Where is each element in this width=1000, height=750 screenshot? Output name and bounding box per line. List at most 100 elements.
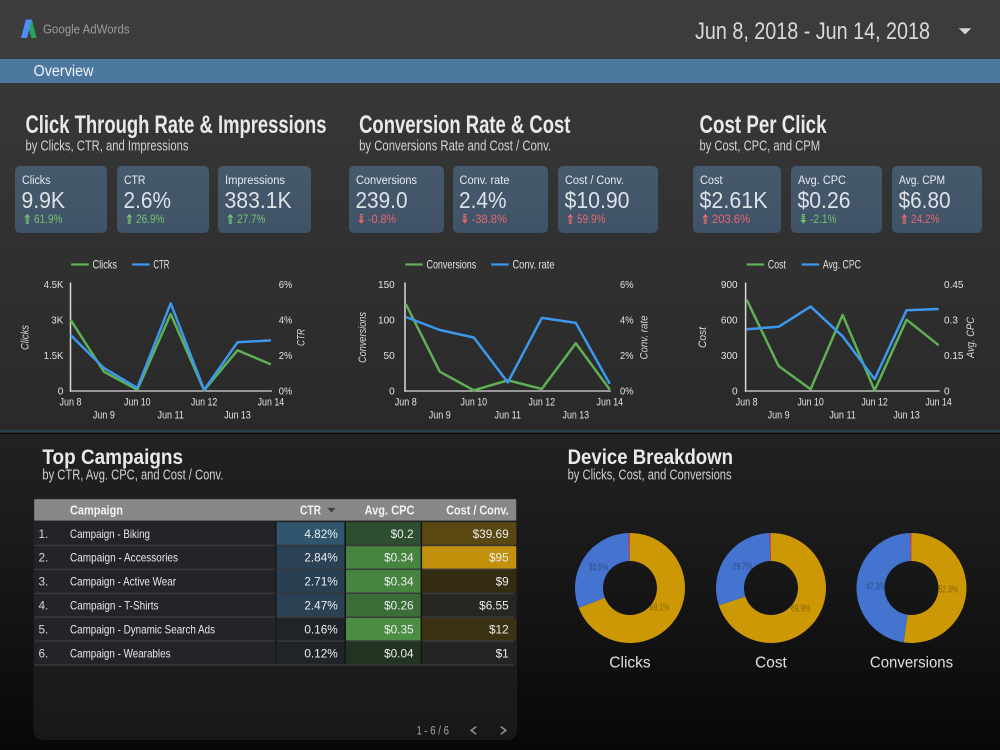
svg-text:Jun 13: Jun 13 [563,410,590,422]
svg-text:by Clicks, CTR, and Impression: by Clicks, CTR, and Impressions [26,137,189,154]
svg-text:$9: $9 [496,575,509,589]
svg-text:0%: 0% [620,386,634,398]
svg-text:$0.26: $0.26 [798,187,851,213]
svg-text:-2.1%: -2.1% [810,212,837,226]
svg-text:Campaign - Active Wear: Campaign - Active Wear [70,575,176,589]
svg-text:by Conversions Rate and Cost /: by Conversions Rate and Cost / Conv. [359,137,551,154]
svg-text:3K: 3K [51,314,63,326]
svg-text:Jun 11: Jun 11 [495,410,522,422]
svg-text:0: 0 [58,386,64,398]
svg-text:300: 300 [721,350,738,362]
svg-text:$0.34: $0.34 [384,575,414,589]
svg-text:Conversions: Conversions [870,654,954,671]
svg-text:100: 100 [378,314,395,326]
svg-text:$0.26: $0.26 [384,599,414,613]
svg-text:$0.04: $0.04 [384,646,414,660]
svg-text:2.6%: 2.6% [124,187,172,213]
svg-text:Cost / Conv.: Cost / Conv. [446,503,509,517]
svg-text:2%: 2% [620,350,634,362]
svg-text:600: 600 [721,314,738,326]
svg-text:$6.55: $6.55 [479,599,509,613]
svg-text:Avg. CPM: Avg. CPM [899,173,945,187]
svg-text:Clicks: Clicks [93,258,118,272]
svg-text:$0.2: $0.2 [391,527,414,541]
svg-text:5.: 5. [39,622,49,636]
svg-text:Overview: Overview [34,63,95,80]
svg-text:Jun 13: Jun 13 [893,410,920,422]
svg-text:CTR: CTR [296,329,308,346]
svg-text:Campaign - Dynamic Search Ads: Campaign - Dynamic Search Ads [70,622,215,636]
svg-text:Campaign - Accessories: Campaign - Accessories [70,551,178,565]
svg-text:59.9%: 59.9% [577,212,606,226]
svg-text:Jun 14: Jun 14 [925,397,952,409]
svg-text:Jun 10: Jun 10 [797,397,824,409]
svg-text:Conv. rate: Conv. rate [638,316,650,360]
svg-text:6%: 6% [620,279,634,291]
svg-text:Conversion Rate & Cost: Conversion Rate & Cost [359,111,571,139]
svg-text:Jun 14: Jun 14 [258,397,285,409]
svg-text:Click Through Rate & Impressio: Click Through Rate & Impressions [26,111,327,139]
svg-text:4.5K: 4.5K [44,279,64,291]
svg-text:0.16%: 0.16% [304,622,338,636]
svg-text:$12: $12 [489,622,509,636]
svg-text:1.: 1. [39,527,49,541]
svg-text:24.2%: 24.2% [911,212,940,226]
svg-text:Campaign - T-Shirts: Campaign - T-Shirts [70,599,159,613]
svg-text:Clicks: Clicks [19,325,31,350]
svg-text:Avg. CPC: Avg. CPC [823,258,861,272]
svg-text:0.3: 0.3 [944,314,958,326]
svg-text:Cost: Cost [755,654,787,671]
svg-text:Jun 11: Jun 11 [829,410,856,422]
svg-text:4.82%: 4.82% [304,527,338,541]
svg-text:$6.80: $6.80 [899,187,951,213]
svg-text:$0.34: $0.34 [384,551,414,565]
svg-text:$95: $95 [489,551,509,565]
svg-text:-0.8%: -0.8% [368,212,396,226]
svg-text:50: 50 [384,350,395,362]
svg-text:47.3%: 47.3% [866,581,886,592]
svg-text:0.45: 0.45 [944,279,964,291]
svg-text:by Clicks, Cost, and Conversio: by Clicks, Cost, and Conversions [568,467,732,484]
svg-text:by CTR, Avg. CPC, and Cost / C: by CTR, Avg. CPC, and Cost / Conv. [42,467,223,484]
svg-text:0: 0 [944,386,950,398]
svg-text:Conversions: Conversions [356,173,417,187]
svg-text:Cost: Cost [700,173,723,187]
svg-text:$2.61K: $2.61K [700,187,768,213]
svg-text:900: 900 [721,279,738,291]
svg-text:2.47%: 2.47% [304,599,338,613]
svg-text:150: 150 [378,279,395,291]
svg-text:2.71%: 2.71% [304,575,338,589]
svg-text:Clicks: Clicks [22,173,51,187]
svg-text:CTR: CTR [124,173,146,187]
svg-text:by Cost, CPC, and CPM: by Cost, CPC, and CPM [700,137,821,154]
svg-text:Conversions: Conversions [357,312,369,363]
svg-text:Avg. CPC: Avg. CPC [798,173,846,187]
svg-text:Conversions: Conversions [427,258,477,272]
svg-text:9.9K: 9.9K [22,187,66,213]
svg-text:30.5%: 30.5% [589,563,609,574]
svg-text:$39.69: $39.69 [473,527,509,541]
svg-text:Cost / Conv.: Cost / Conv. [565,173,624,187]
svg-text:Jun 12: Jun 12 [861,397,888,409]
svg-text:0.12%: 0.12% [304,646,338,660]
svg-text:Jun 8: Jun 8 [60,397,82,409]
svg-text:Jun 10: Jun 10 [124,397,151,409]
svg-text:2%: 2% [279,350,293,362]
svg-text:CTR: CTR [300,503,321,517]
svg-text:1 - 6 / 6: 1 - 6 / 6 [416,726,449,738]
svg-text:26.9%: 26.9% [136,212,165,226]
svg-text:2.: 2. [39,551,49,565]
svg-text:Campaign - Wearables: Campaign - Wearables [70,646,171,660]
svg-text:Cost: Cost [697,326,709,348]
svg-text:383.1K: 383.1K [225,187,292,213]
svg-text:29.7%: 29.7% [733,562,753,573]
svg-text:0: 0 [389,386,395,398]
svg-text:CTR: CTR [153,258,169,272]
svg-text:Conv. rate: Conv. rate [460,173,510,187]
svg-text:3.: 3. [39,575,49,589]
svg-text:52.3%: 52.3% [938,585,958,596]
svg-text:69.9%: 69.9% [791,604,811,615]
svg-text:Campaign: Campaign [70,503,123,517]
svg-text:6.: 6. [39,646,49,660]
svg-text:0%: 0% [279,386,293,398]
